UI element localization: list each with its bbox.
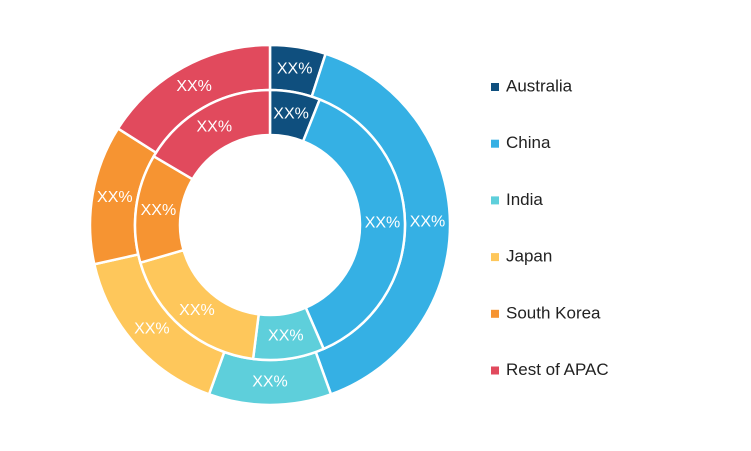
legend-label: China [506, 133, 551, 152]
legend-label: Rest of APAC [506, 360, 609, 379]
legend-swatch [491, 366, 499, 375]
data-label: XX% [196, 118, 232, 135]
data-label: XX% [268, 328, 304, 345]
data-label: XX% [252, 374, 288, 391]
legend-label: Australia [506, 76, 573, 95]
data-label: XX% [365, 214, 401, 231]
legend-swatch [491, 139, 499, 148]
donut-segment [301, 97, 407, 351]
legend-swatch [491, 253, 499, 262]
data-label: XX% [176, 78, 212, 95]
legend-swatch [491, 196, 499, 205]
legend-swatch [491, 83, 499, 91]
legend-label: Japan [506, 247, 552, 266]
data-label: XX% [97, 189, 133, 206]
legend-label: India [506, 190, 543, 209]
legend-swatch [491, 309, 499, 318]
data-label: XX% [410, 214, 446, 231]
data-label: XX% [141, 202, 177, 219]
legend-label: South Korea [506, 303, 601, 322]
data-label: XX% [179, 302, 215, 319]
data-label: XX% [134, 320, 170, 337]
donut-segment [152, 88, 272, 181]
data-label: XX% [277, 61, 313, 78]
data-label: XX% [273, 106, 309, 123]
